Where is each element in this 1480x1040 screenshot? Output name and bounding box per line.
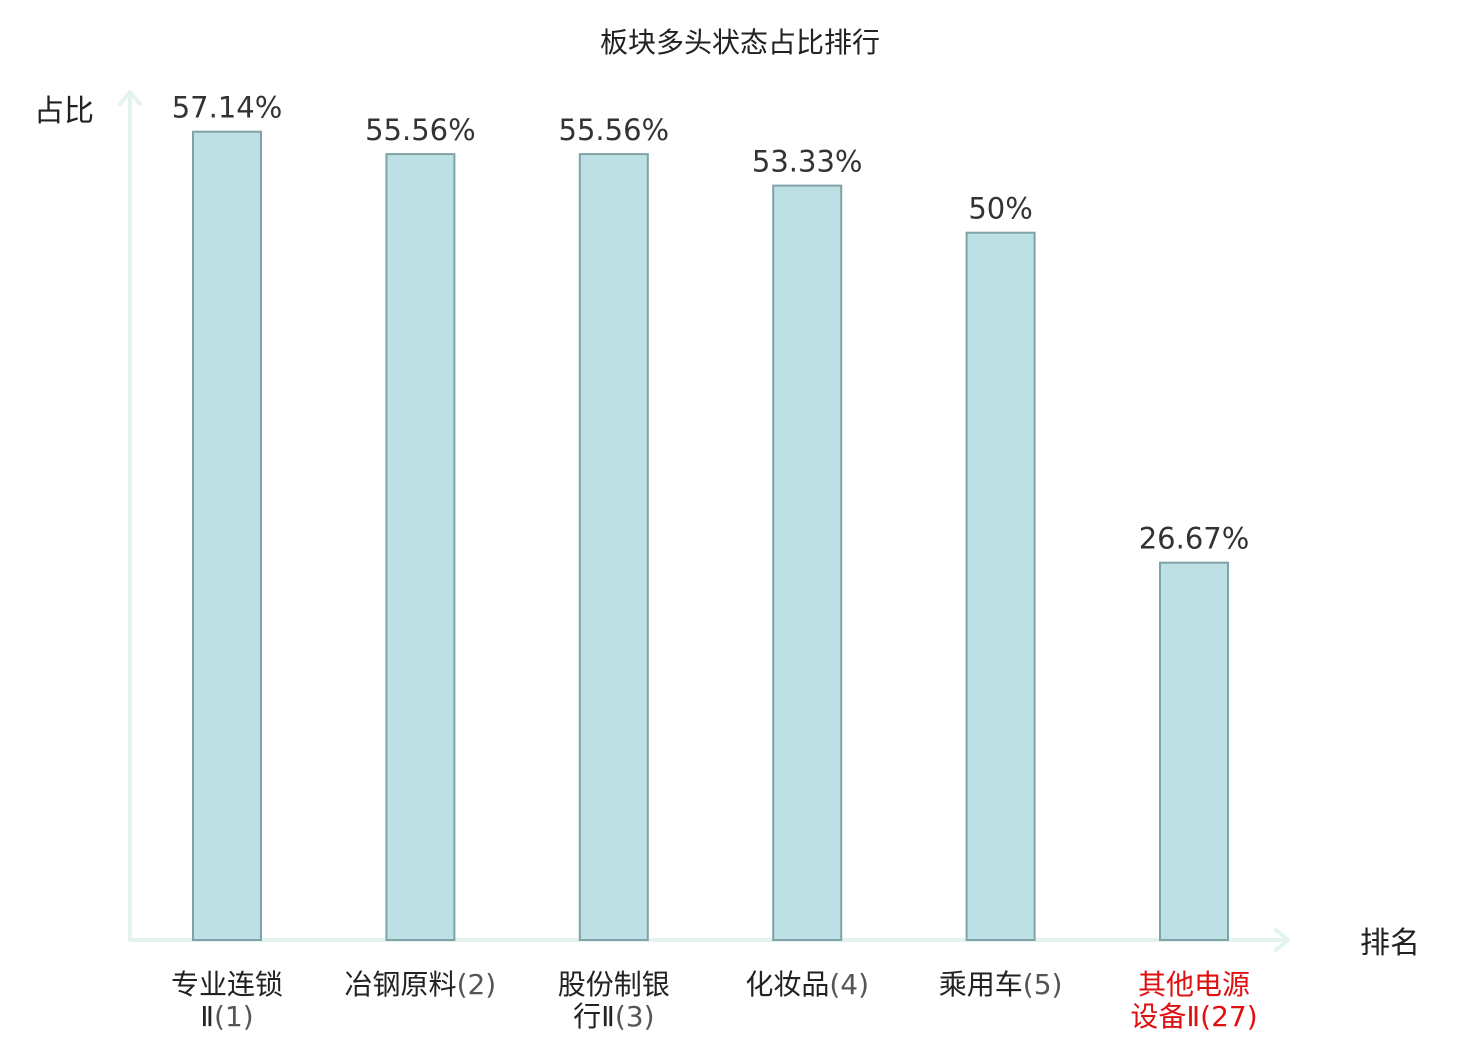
category-label-line: 乘用车(5) — [939, 968, 1063, 1001]
bar-1 — [192, 130, 262, 941]
category-label-1: 专业连锁 Ⅱ(1) — [171, 968, 283, 1033]
y-axis — [118, 90, 142, 942]
category-label-line: Ⅱ(1) — [200, 1000, 253, 1033]
value-label-4: 53.33% — [752, 145, 863, 179]
category-rank: (1) — [214, 1000, 254, 1033]
value-label-1: 57.14% — [172, 91, 283, 125]
category-rank: (4) — [829, 968, 869, 1001]
category-rank: (5) — [1023, 968, 1063, 1001]
category-rank: (3) — [615, 1000, 655, 1033]
category-label-line: 化妆品(4) — [745, 968, 869, 1001]
x-axis-label: 排名 — [1360, 926, 1420, 961]
bar-2 — [385, 153, 456, 942]
category-label-4: 化妆品(4) — [745, 968, 869, 1001]
category-label-line: 行Ⅱ(3) — [573, 1000, 654, 1033]
category-label-5: 乘用车(5) — [939, 968, 1063, 1001]
category-labels: 专业连锁 Ⅱ(1) 冶钢原料(2) 股份制银行Ⅱ(3) 化妆品(4) 乘用车(5) 其他电源… — [171, 968, 1258, 1033]
value-label-3: 55.56% — [559, 113, 670, 147]
bar-4 — [772, 184, 843, 942]
bar-5 — [965, 231, 1036, 941]
value-labels: 57.14% 55.56% 55.56% 53.33% 50% 26.67% — [172, 91, 1250, 556]
category-label-line: 冶钢原料(2) — [345, 968, 497, 1001]
category-label-line: 其他电源 — [1138, 968, 1250, 1001]
y-axis-label: 占比 — [34, 94, 94, 129]
category-label-6: 其他电源设备Ⅱ(27) — [1130, 968, 1257, 1033]
category-label-line: 股份制银 — [558, 968, 670, 1001]
category-label-line: 专业连锁 — [171, 968, 283, 1001]
category-label-line: 设备Ⅱ(27) — [1130, 1000, 1257, 1033]
bar-6 — [1159, 561, 1229, 941]
category-rank: (2) — [457, 968, 497, 1001]
chart-title: 板块多头状态占比排行 — [600, 26, 880, 59]
bars — [192, 130, 1229, 942]
value-label-6: 26.67% — [1139, 522, 1250, 556]
category-label-3: 股份制银行Ⅱ(3) — [558, 968, 670, 1033]
bar-3 — [578, 153, 649, 942]
x-axis — [128, 928, 1290, 952]
value-label-5: 50% — [968, 192, 1032, 226]
value-label-2: 55.56% — [365, 113, 476, 147]
category-label-2: 冶钢原料(2) — [345, 968, 497, 1001]
category-rank: (27) — [1200, 1000, 1257, 1033]
